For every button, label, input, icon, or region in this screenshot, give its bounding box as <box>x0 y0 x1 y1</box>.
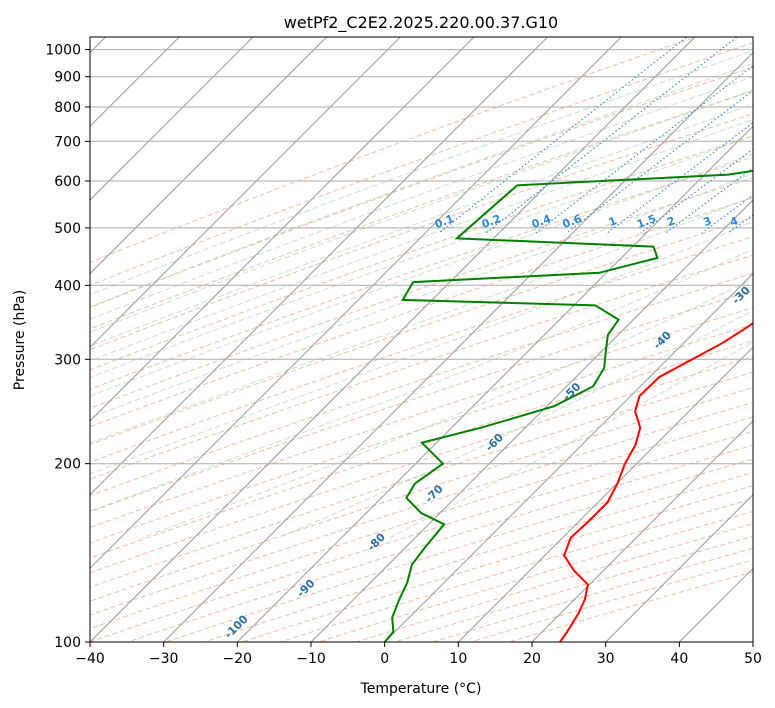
moist-adiabat <box>142 278 753 539</box>
y-tick-label: 100 <box>54 635 81 651</box>
moist-adiabat <box>90 220 753 475</box>
mixing-ratio-label: 4 <box>728 214 740 229</box>
moist-adiabat <box>90 118 753 362</box>
moist-adiabat <box>90 89 753 333</box>
dry-adiabat <box>90 386 753 602</box>
x-tick-label: 10 <box>449 651 467 667</box>
y-tick-label: 500 <box>54 221 81 237</box>
mixing-ratio-line <box>665 167 753 234</box>
y-tick-label: 400 <box>54 278 81 294</box>
dry-adiabat <box>90 135 753 371</box>
dry-adiabat <box>90 371 753 588</box>
x-tick-label: −20 <box>223 651 253 667</box>
moist-adiabat <box>90 248 753 512</box>
moist-adiabat <box>389 341 753 539</box>
dry-adiabat <box>90 340 753 559</box>
isotherm <box>604 493 753 642</box>
y-tick-label: 200 <box>54 457 81 473</box>
mixing-ratio-label: 0.1 <box>433 212 456 231</box>
moist-adiabat <box>90 195 753 444</box>
isotherm <box>457 346 753 642</box>
dewpoint-profile-line <box>383 169 753 642</box>
isotherm <box>90 37 475 422</box>
y-tick-label: 1000 <box>45 43 81 59</box>
temperature-profile-line <box>559 321 753 642</box>
x-tick-label: 0 <box>380 651 389 667</box>
moist-adiabat <box>90 173 753 419</box>
moist-adiabat <box>90 63 753 308</box>
isotherm <box>90 37 328 275</box>
mixing-ratio-line <box>438 37 688 234</box>
x-tick-label: −30 <box>149 651 179 667</box>
y-axis-label: Pressure (hPa) <box>12 290 28 390</box>
x-axis-label: Temperature (°C) <box>360 681 482 697</box>
mixing-ratio-label: 0.2 <box>480 212 503 231</box>
axes: −40 −30 −20 −10 0 10 20 30 40 50 100 200 300 400 500 60… <box>45 43 762 667</box>
chart-title: wetPf2_C2E2.2025.220.00.37.G10 <box>284 13 558 33</box>
mixing-ratio-label: 2 <box>665 214 677 229</box>
y-tick-label: 600 <box>54 174 81 190</box>
dry-adiabat <box>90 323 753 544</box>
isotherm <box>90 37 254 201</box>
dry-adiabat <box>90 42 753 286</box>
sounding-profiles <box>383 169 753 642</box>
mixing-ratio-label: 3 <box>702 214 714 229</box>
x-tick-label: 20 <box>523 651 541 667</box>
dry-adiabat <box>90 307 753 529</box>
dry-adiabat <box>90 37 698 263</box>
isotherm <box>531 420 753 642</box>
dry-adiabat <box>90 290 753 513</box>
isotherm <box>90 37 696 642</box>
plot-frame <box>89 36 754 643</box>
dry-adiabat <box>90 66 753 309</box>
mixing-ratio-label: 0.6 <box>561 212 584 231</box>
x-tick-label: −40 <box>75 651 105 667</box>
dry-adiabat <box>90 90 753 330</box>
isotherm <box>236 125 753 642</box>
mixing-ratio-line <box>485 37 738 234</box>
x-tick-label: −10 <box>296 651 326 667</box>
x-tick-label: 30 <box>597 651 615 667</box>
mixing-ratio-label: 1.5 <box>635 212 658 231</box>
isotherm <box>90 37 549 496</box>
y-tick-label: 700 <box>54 134 81 150</box>
isotherm <box>90 37 623 570</box>
x-tick-label: 40 <box>670 651 688 667</box>
y-tick-label: 900 <box>54 70 81 86</box>
mixing-ratio-label: 0.4 <box>530 212 553 231</box>
mixing-ratio-label: 1 <box>607 214 619 229</box>
y-tick-label: 800 <box>54 100 81 116</box>
isotherm <box>162 51 753 642</box>
moist-adiabat <box>90 50 753 296</box>
dry-adiabat <box>90 356 753 574</box>
moist-adiabat <box>90 135 753 378</box>
x-tick-label: 50 <box>744 651 762 667</box>
isotherm <box>383 272 753 642</box>
y-tick-label: 300 <box>54 352 81 368</box>
